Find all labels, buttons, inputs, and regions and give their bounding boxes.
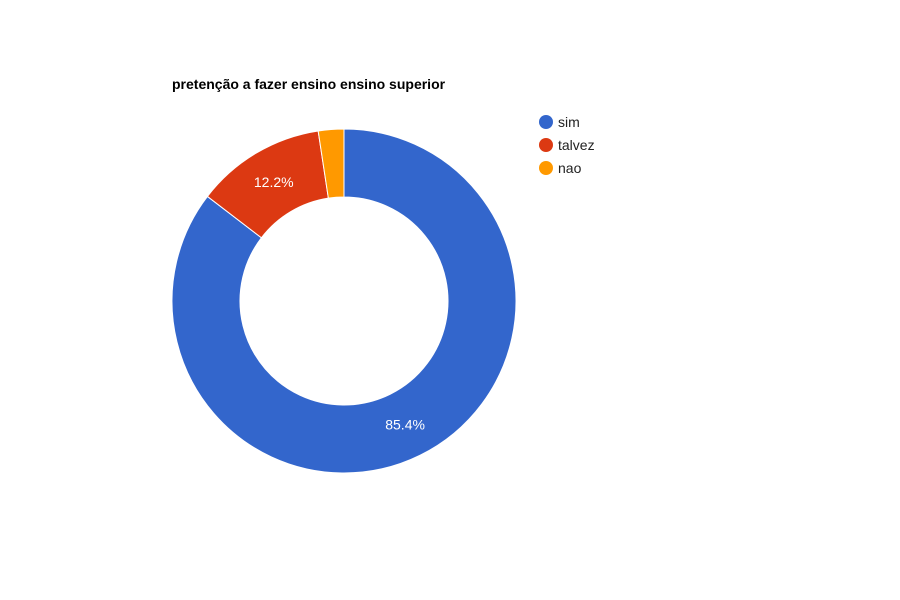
slice-labels: 85.4% 12.2% (254, 174, 425, 433)
slice-nao[interactable] (317, 128, 345, 199)
slice-sim[interactable] (171, 128, 517, 474)
legend-label-nao: nao (558, 160, 582, 176)
legend-item-talvez[interactable]: talvez (539, 137, 595, 153)
legend-label-talvez: talvez (558, 137, 595, 153)
legend-swatch-nao (539, 161, 553, 175)
legend-label-sim: sim (558, 114, 580, 130)
slice-label-talvez: 12.2% (254, 174, 294, 190)
chart-title: pretenção a fazer ensino ensino superior (172, 76, 446, 92)
legend-swatch-sim (539, 115, 553, 129)
legend-item-nao[interactable]: nao (539, 160, 582, 176)
legend-item-sim[interactable]: sim (539, 114, 580, 130)
legend-swatch-talvez (539, 138, 553, 152)
legend: sim talvez nao (539, 114, 595, 176)
donut-slices (171, 128, 517, 474)
slice-label-sim: 85.4% (385, 417, 425, 433)
